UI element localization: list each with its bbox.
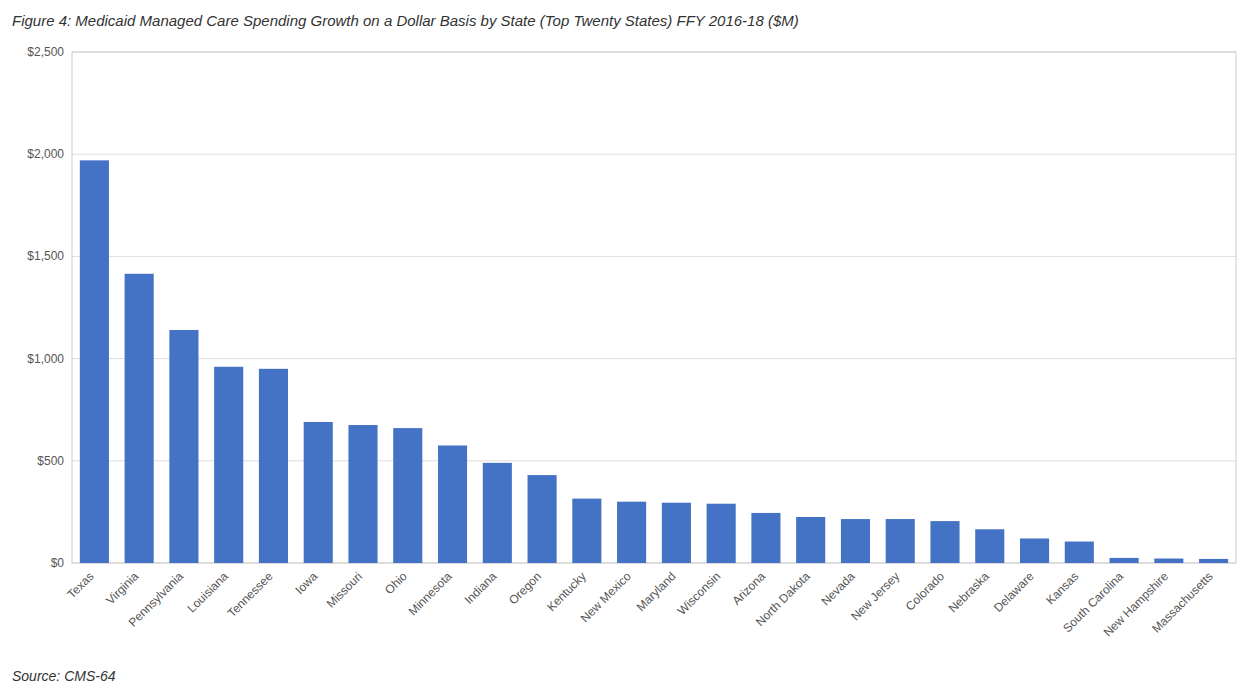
x-tick-label: Nevada: [818, 569, 857, 608]
x-tick-label: Arizona: [729, 569, 768, 608]
title: Figure 4: Medicaid Managed Care Spending…: [12, 12, 799, 29]
bar: [80, 160, 109, 563]
y-axis: $0 $500 $1,000 $1,500 $2,000 $2,500: [27, 45, 1236, 570]
bar: [751, 513, 780, 563]
bar: [1020, 538, 1049, 563]
x-tick-label: Nebraska: [946, 569, 992, 615]
bar: [841, 519, 870, 563]
bar: [1065, 542, 1094, 563]
bar: [975, 529, 1004, 563]
bar: [1199, 559, 1228, 563]
y-tick-label: $1,500: [27, 249, 64, 263]
bar: [1154, 559, 1183, 563]
x-tick-label: North Dakota: [753, 569, 813, 629]
bar: [438, 445, 467, 563]
bar: [707, 504, 736, 563]
bar: [348, 425, 377, 563]
bar: [572, 499, 601, 563]
bar: [483, 463, 512, 563]
x-tick-label: Minnesota: [406, 569, 455, 618]
x-tick-label: New Mexico: [578, 569, 634, 625]
x-tick-label: Louisiana: [185, 569, 231, 615]
annotation: Source: CMS-64: [12, 668, 116, 684]
x-tick-label: Ohio: [382, 569, 410, 597]
bar: [125, 274, 154, 563]
y-tick-label: $2,500: [27, 45, 64, 59]
x-tick-label: Wisconsin: [675, 569, 724, 618]
bar: [930, 521, 959, 563]
x-tick-label: Indiana: [462, 569, 500, 607]
y-tick-label: $1,000: [27, 352, 64, 366]
x-tick-label: Maryland: [634, 569, 679, 614]
bar: [528, 475, 557, 563]
x-tick-label: Massachusetts: [1149, 569, 1216, 636]
chart: Figure 4: Medicaid Managed Care Spending…: [0, 0, 1256, 693]
x-tick-label: Missouri: [324, 569, 365, 610]
grid-line: [72, 358, 1236, 359]
bar: [1110, 558, 1139, 563]
x-tick-label: Kansas: [1043, 569, 1081, 607]
x-tick-label: Delaware: [991, 569, 1037, 615]
x-tick-label: Kentucky: [544, 569, 589, 614]
x-tick-label: Oregon: [506, 569, 544, 607]
bar: [617, 502, 646, 563]
y-tick-label: $0: [51, 556, 65, 570]
bar: [169, 330, 198, 563]
grid-line: [72, 154, 1236, 155]
bar: [214, 367, 243, 563]
bar: [259, 369, 288, 563]
bar: [393, 428, 422, 563]
bar: [662, 503, 691, 563]
x-tick-label: Pennsylvania: [126, 569, 187, 630]
bar: [304, 422, 333, 563]
y-tick-label: $500: [37, 454, 64, 468]
bar: [886, 519, 915, 563]
y-tick-label: $2,000: [27, 147, 64, 161]
x-tick-label: Virginia: [103, 569, 141, 607]
x-axis: TexasVirginiaPennsylvaniaLouisianaTennes…: [64, 569, 1215, 639]
x-tick-label: Texas: [64, 569, 96, 601]
x-tick-label: Colorado: [903, 569, 948, 614]
grid-line: [72, 256, 1236, 257]
x-tick-label: Iowa: [293, 569, 321, 597]
plot-frame: [72, 52, 1236, 563]
grid-line: [72, 460, 1236, 461]
x-tick-label: Tennessee: [225, 569, 276, 620]
bars: [80, 160, 1228, 563]
bar: [796, 517, 825, 563]
x-tick-label: New Jersey: [848, 569, 902, 623]
